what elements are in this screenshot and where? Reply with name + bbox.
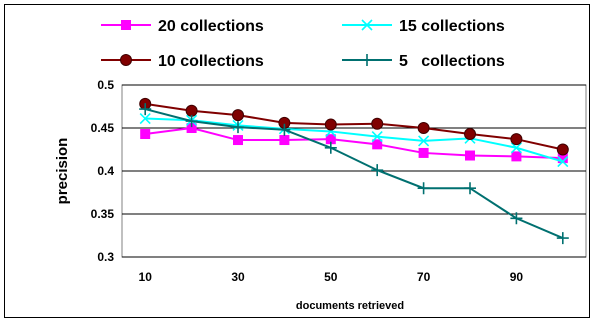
data-point <box>324 141 337 154</box>
data-point <box>371 117 384 130</box>
data-point <box>185 104 198 117</box>
y-tick-label: 0.5 <box>97 78 114 92</box>
data-point <box>557 153 568 164</box>
data-point <box>372 139 383 150</box>
data-point <box>325 134 336 145</box>
series-line <box>144 108 564 239</box>
data-point <box>186 123 197 133</box>
x-tick-label: 10 <box>139 270 153 284</box>
data-point <box>139 112 151 125</box>
x-tick-label: 50 <box>324 270 338 284</box>
chart-frame: 20 collections 15 collections 10 collectio… <box>4 4 590 318</box>
data-point <box>371 164 384 177</box>
series-line <box>145 102 564 151</box>
data-point <box>465 150 475 161</box>
data-point <box>510 133 523 146</box>
data-point <box>418 135 430 147</box>
data-point <box>418 147 429 158</box>
legend-item: 5 collections <box>342 53 505 70</box>
legend-label: 15 collections <box>399 18 505 35</box>
legend-item: 20 collections <box>101 18 264 35</box>
series-0 <box>140 123 568 164</box>
data-point <box>140 129 151 140</box>
y-axis-title: precision <box>54 138 71 205</box>
series-group <box>139 97 569 245</box>
data-point <box>324 118 337 131</box>
data-point <box>556 232 569 245</box>
legend-label: 10 collections <box>158 53 264 70</box>
series-line <box>145 126 563 160</box>
data-point <box>361 54 373 66</box>
data-point <box>121 20 131 30</box>
data-point <box>556 143 569 156</box>
data-point <box>417 122 430 134</box>
data-point <box>185 115 198 128</box>
series-3 <box>139 103 569 245</box>
axes: 0.3 0.35 0.4 0.45 0.5 10 30 50 70 90 <box>91 78 524 284</box>
data-point <box>278 123 291 136</box>
x-tick-label: 30 <box>231 270 245 284</box>
x-tick-label: 70 <box>417 270 431 284</box>
data-point <box>120 54 132 66</box>
series-2 <box>139 97 569 156</box>
data-point <box>464 182 476 195</box>
legend-label: 5 collections <box>399 53 505 70</box>
y-tick-label: 0.45 <box>91 121 115 135</box>
x-tick-label: 90 <box>510 270 524 284</box>
data-point <box>417 182 430 195</box>
legend-item: 15 collections <box>342 18 505 35</box>
data-point <box>232 109 244 122</box>
data-point <box>557 155 569 168</box>
legend-item: 10 collections <box>101 53 264 70</box>
data-point <box>139 103 152 116</box>
data-point <box>232 121 244 134</box>
data-point <box>464 128 476 141</box>
data-point <box>361 19 373 31</box>
series-line <box>145 117 564 163</box>
line-chart: 20 collections 15 collections 10 collectio… <box>54 18 587 312</box>
y-tick-label: 0.4 <box>97 164 114 178</box>
legend-label: 20 collections <box>158 18 264 35</box>
data-point <box>510 212 523 225</box>
data-point <box>510 142 522 154</box>
legend: 20 collections 15 collections 10 collectio… <box>101 18 505 70</box>
y-tick-label: 0.35 <box>91 207 115 221</box>
data-point <box>279 135 290 146</box>
x-axis-title: documents retrieved <box>296 300 404 312</box>
data-point <box>233 135 243 146</box>
data-point <box>511 151 522 162</box>
y-tick-label: 0.3 <box>97 250 114 264</box>
data-point <box>371 131 383 143</box>
